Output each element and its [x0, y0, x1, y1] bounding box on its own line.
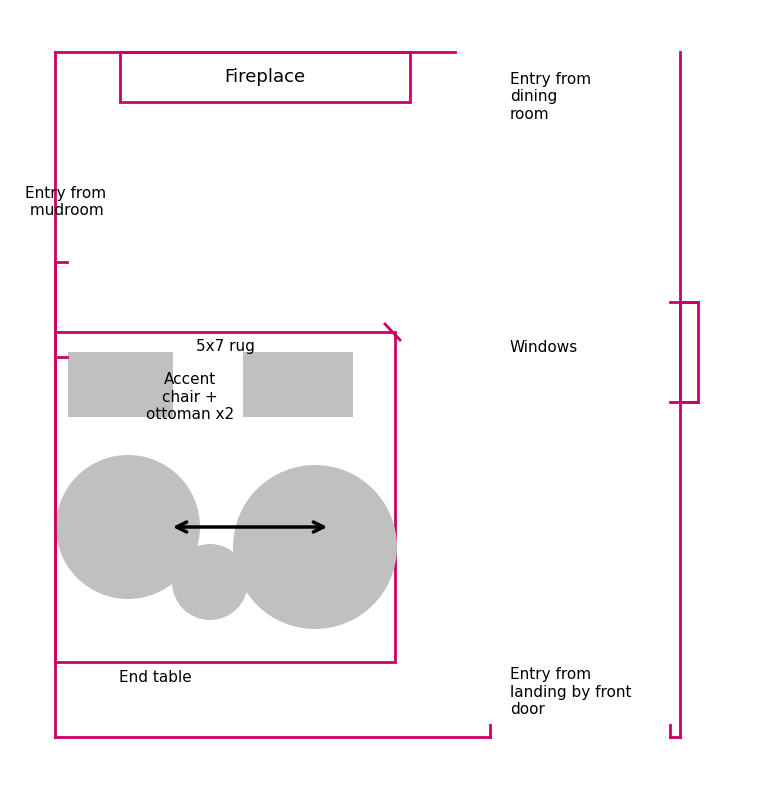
Bar — [243, 352, 353, 417]
Text: Accent
chair +
ottoman x2: Accent chair + ottoman x2 — [146, 372, 234, 422]
Text: Entry from
 mudroom: Entry from mudroom — [25, 186, 106, 219]
Text: Entry from
dining
room: Entry from dining room — [510, 72, 591, 122]
Text: Fireplace: Fireplace — [224, 68, 306, 86]
Text: 5x7 rug: 5x7 rug — [196, 340, 254, 355]
Circle shape — [56, 455, 200, 599]
Bar — [68, 352, 173, 417]
Text: Entry from
landing by front
door: Entry from landing by front door — [510, 667, 631, 717]
Circle shape — [172, 544, 248, 620]
Circle shape — [233, 465, 397, 629]
Bar — [680, 302, 698, 402]
Text: Windows: Windows — [510, 340, 578, 355]
Text: End table: End table — [118, 669, 191, 684]
Bar — [120, 52, 410, 102]
Bar — [55, 332, 395, 662]
